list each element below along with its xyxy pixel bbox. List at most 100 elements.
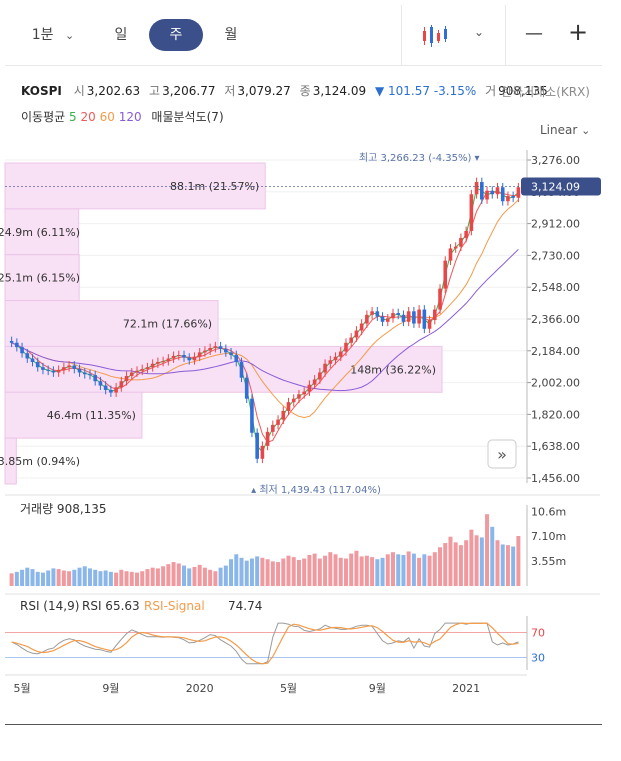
volume-bar xyxy=(202,567,207,586)
volume-bar xyxy=(67,571,72,586)
tab-day[interactable]: 일 xyxy=(114,27,128,43)
x-tick-label: 9월 xyxy=(102,682,119,695)
candle-body xyxy=(265,431,270,446)
volume-profile-bar xyxy=(4,391,143,439)
volume-bar xyxy=(234,554,239,586)
zoom-out-button[interactable]: — xyxy=(525,23,543,44)
candle-body xyxy=(25,353,30,359)
volume-bar xyxy=(328,552,333,586)
candle-body xyxy=(422,309,427,329)
volume-bar xyxy=(485,514,490,586)
rsi-signal-label: RSI-Signal xyxy=(144,599,205,613)
volume-bar xyxy=(291,557,296,586)
volume-bar xyxy=(505,545,510,586)
candle-body xyxy=(156,361,160,364)
volume-bar xyxy=(438,547,443,586)
volume-bar xyxy=(448,536,453,586)
volume-bar xyxy=(516,535,521,586)
volume-bar xyxy=(14,571,19,586)
candle-body xyxy=(93,375,98,382)
volume-bar xyxy=(197,564,202,586)
candle-body xyxy=(338,351,343,357)
volume-bar xyxy=(9,573,14,586)
candle-body xyxy=(391,313,395,319)
zoom-in-button[interactable]: + xyxy=(567,18,589,46)
exchange-name: 한국거래소(KRX) xyxy=(501,85,590,99)
close-label: 종 xyxy=(299,84,311,98)
candle-body xyxy=(480,182,484,200)
candle-body xyxy=(370,311,374,315)
volume-bar xyxy=(208,569,213,586)
price-tick-label: 1,638.00 xyxy=(531,440,580,453)
candle-body xyxy=(312,379,317,385)
quote-summary: KOSPI 시 3,202.63 고 3,206.77 저 3,079.27 종 3,1… xyxy=(21,82,553,99)
candle-body xyxy=(171,355,176,359)
open-label: 시 xyxy=(73,84,85,98)
candle-body xyxy=(9,341,14,343)
time-axis: 5월 9월 2020 5월 9월 2021 xyxy=(5,674,527,695)
candle-body xyxy=(67,365,71,368)
candle-body xyxy=(396,313,401,315)
ma60-label: 60 xyxy=(99,110,115,124)
period-tab-bar: 1분 ⌄ 일 주 월 ⌄ — + xyxy=(5,5,602,66)
chart-type-dropdown[interactable]: ⌄ xyxy=(417,21,497,51)
candle-body xyxy=(77,368,82,373)
volume-bar xyxy=(218,567,223,586)
candle-body xyxy=(443,260,448,289)
indicator-legend[interactable]: 이동평균 5 20 60 120 매물분석도(7) xyxy=(21,108,224,125)
scroll-right-button[interactable]: » xyxy=(487,439,517,469)
candle-body xyxy=(213,346,218,349)
volume-bar xyxy=(317,558,322,586)
candlesticks xyxy=(9,177,521,464)
volume-profile-bar xyxy=(4,300,219,347)
volume-bar xyxy=(61,570,66,586)
volume-profile-label: 24.9m (6.11%) xyxy=(0,226,80,239)
current-price-badge xyxy=(521,177,601,196)
volume-bar xyxy=(103,570,108,586)
volume-bar xyxy=(51,568,56,586)
candlestick-icon xyxy=(423,25,447,47)
candle-body xyxy=(328,360,333,364)
volume-value: 908,135 xyxy=(498,84,548,98)
volume-bar xyxy=(380,557,385,586)
double-chevron-right-icon: » xyxy=(497,445,507,464)
tab-week[interactable]: 주 xyxy=(149,19,203,51)
candle-body xyxy=(406,311,411,322)
candle-body xyxy=(197,352,202,357)
candle-body xyxy=(166,358,171,362)
price-tick-label: 1,820.00 xyxy=(531,408,580,421)
tab-minute[interactable]: 1분 ⌄ xyxy=(23,19,83,51)
stock-chart[interactable]: 88.1m (21.57%)24.9m (6.11%)25.1m (6.15%)… xyxy=(0,140,621,720)
volume-bar xyxy=(150,567,155,586)
volume-label: 거 xyxy=(485,84,497,98)
scale-dropdown[interactable]: Linear ⌄ xyxy=(540,123,590,137)
volume-bar xyxy=(286,555,291,586)
volume-bar xyxy=(359,556,364,586)
volume-bar xyxy=(343,558,348,586)
candle-body xyxy=(208,348,212,351)
volume-bar xyxy=(124,571,129,586)
volume-bar xyxy=(270,561,275,586)
volume-bar xyxy=(93,569,98,586)
volume-profile-label: 72.1m (17.66%) xyxy=(123,318,212,331)
volume-profile-label: 매물분석도(7) xyxy=(151,110,224,124)
candle-body xyxy=(62,367,66,370)
volume-bar xyxy=(385,554,390,586)
candle-body xyxy=(333,356,338,361)
x-tick-label: 5월 xyxy=(280,682,297,695)
divider xyxy=(401,5,402,65)
candle-body xyxy=(453,246,458,249)
volume-bar xyxy=(77,567,82,586)
candle-body xyxy=(192,356,197,361)
candle-body xyxy=(35,361,40,368)
volume-bar xyxy=(375,559,380,586)
open-value: 3,202.63 xyxy=(86,84,141,98)
candle-body xyxy=(88,374,92,376)
volume-bar xyxy=(464,540,469,586)
tab-month[interactable]: 월 xyxy=(224,27,238,43)
rsi-params: RSI (14,9) xyxy=(20,599,79,613)
candle-body xyxy=(150,363,155,368)
candle-body xyxy=(239,361,244,378)
volume-bar xyxy=(35,571,40,586)
candle-body xyxy=(344,342,348,352)
